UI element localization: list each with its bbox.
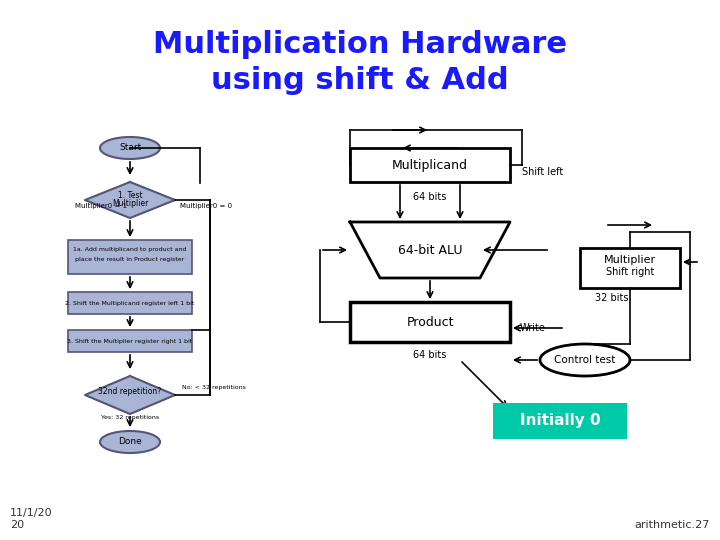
Text: place the result in Product register: place the result in Product register	[76, 258, 184, 262]
Text: Multiplier: Multiplier	[604, 255, 656, 265]
Text: Write: Write	[520, 323, 546, 333]
Ellipse shape	[100, 431, 160, 453]
Text: 64-bit ALU: 64-bit ALU	[397, 244, 462, 256]
Polygon shape	[85, 376, 175, 414]
Text: Multiplicand: Multiplicand	[392, 159, 468, 172]
Ellipse shape	[540, 344, 630, 376]
Text: Start: Start	[119, 144, 141, 152]
Text: 32nd repetition?: 32nd repetition?	[99, 387, 161, 395]
Text: Initially 0: Initially 0	[520, 414, 600, 429]
FancyBboxPatch shape	[68, 330, 192, 352]
Text: Product: Product	[406, 315, 454, 328]
Text: Control test: Control test	[554, 355, 616, 365]
Text: Done: Done	[118, 437, 142, 447]
Text: Multiplication Hardware
using shift & Add: Multiplication Hardware using shift & Ad…	[153, 30, 567, 95]
Text: 1a. Add multiplicand to product and: 1a. Add multiplicand to product and	[73, 247, 186, 253]
FancyBboxPatch shape	[68, 240, 192, 274]
Text: Shift right: Shift right	[606, 267, 654, 277]
Text: 64 bits: 64 bits	[413, 350, 446, 360]
Text: 2. Shift the Multiplicand register left 1 bit: 2. Shift the Multiplicand register left …	[66, 300, 194, 306]
Text: 64 bits: 64 bits	[413, 192, 446, 202]
Ellipse shape	[100, 137, 160, 159]
Polygon shape	[350, 222, 510, 278]
Text: 1. Test: 1. Test	[117, 192, 143, 200]
FancyBboxPatch shape	[580, 248, 680, 288]
FancyBboxPatch shape	[68, 292, 192, 314]
FancyBboxPatch shape	[350, 148, 510, 182]
Text: Multiplier0 = 1: Multiplier0 = 1	[75, 203, 127, 209]
Text: No: < 32 repetitions: No: < 32 repetitions	[182, 386, 246, 390]
Text: Yes: 32 repetitions: Yes: 32 repetitions	[101, 415, 159, 421]
Text: 11/1/20
20: 11/1/20 20	[10, 508, 53, 530]
FancyBboxPatch shape	[493, 403, 627, 439]
Text: Multiplier0 = 0: Multiplier0 = 0	[180, 203, 232, 209]
Polygon shape	[85, 182, 175, 218]
FancyBboxPatch shape	[350, 302, 510, 342]
Text: arithmetic.27: arithmetic.27	[634, 520, 710, 530]
Text: 32 bits: 32 bits	[595, 293, 629, 303]
Text: Multiplier: Multiplier	[112, 199, 148, 208]
Text: Shift left: Shift left	[522, 167, 563, 177]
Text: 3. Shift the Multiplier register right 1 bit: 3. Shift the Multiplier register right 1…	[68, 339, 193, 343]
